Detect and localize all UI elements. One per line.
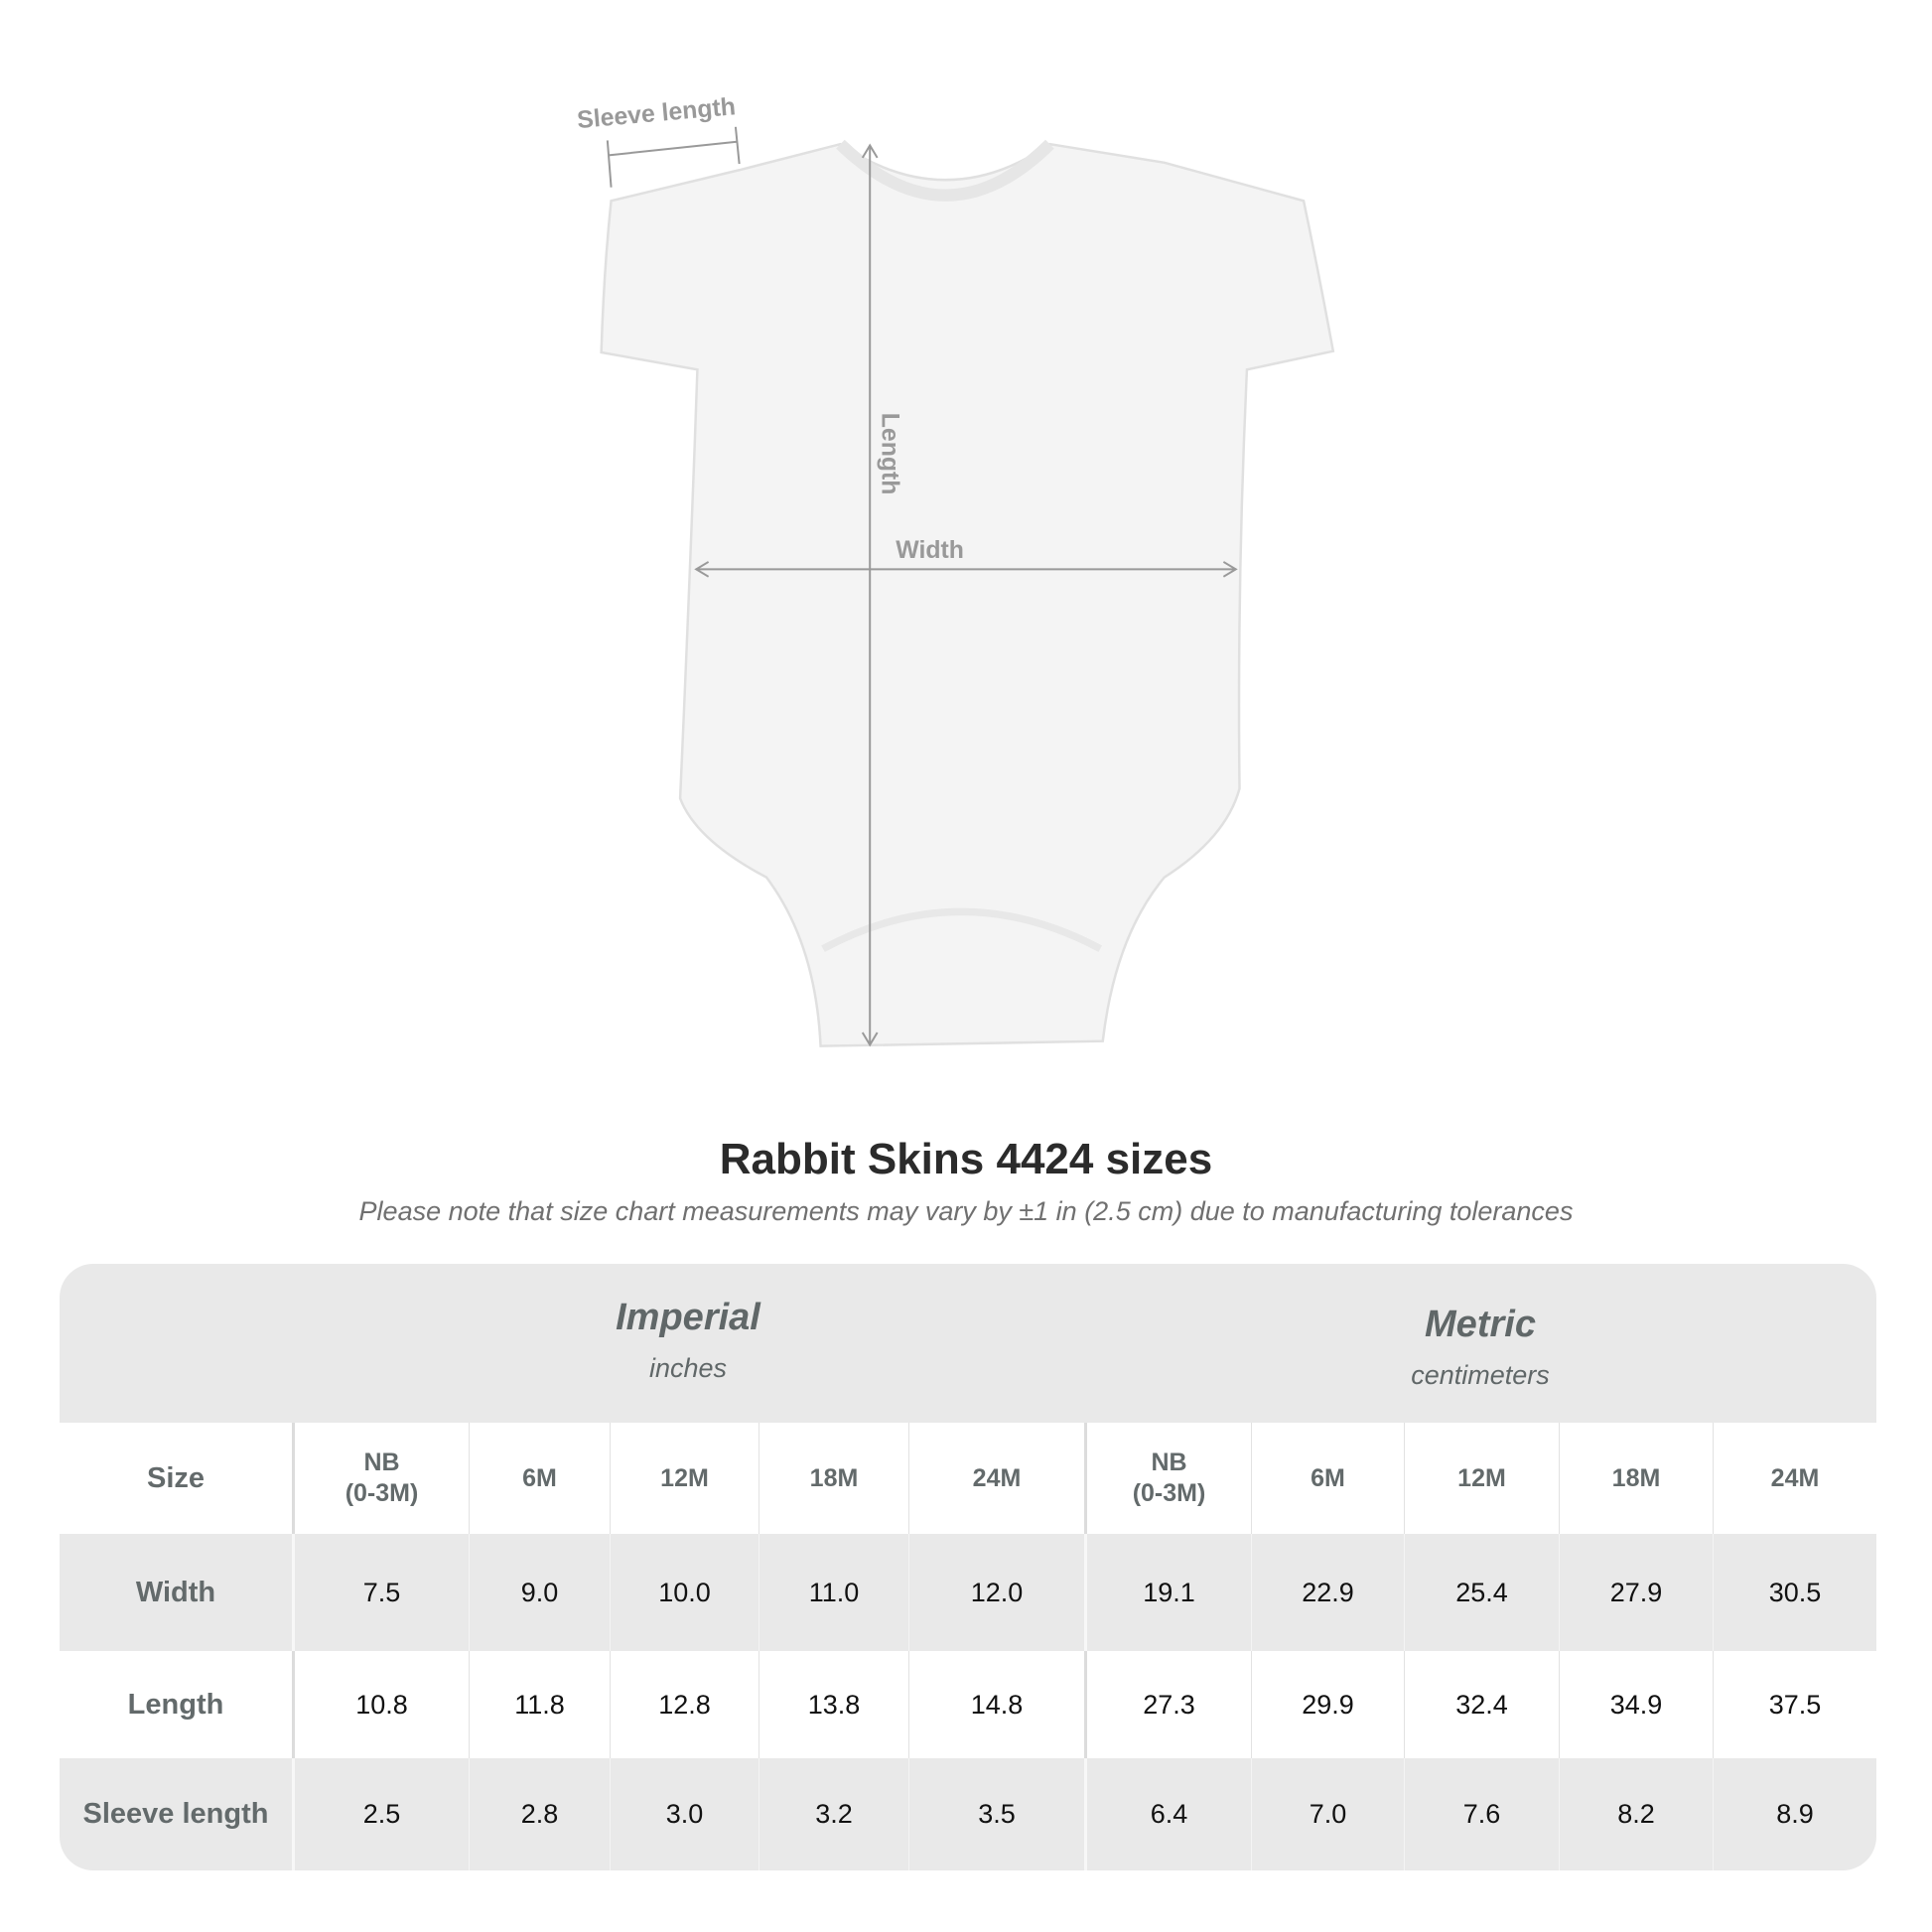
measurement-cell: 9.0 [469, 1534, 610, 1651]
length-arrow-head-top [861, 143, 879, 159]
measurement-cell: 11.8 [469, 1651, 610, 1758]
group-header-band [60, 1264, 1876, 1423]
onesie-illustration [600, 142, 1335, 1047]
measurement-cell: 34.9 [1559, 1651, 1713, 1758]
size-header: Size [146, 1461, 206, 1494]
measurement-cell: 3.2 [759, 1758, 908, 1870]
measurement-cell: 13.8 [759, 1651, 908, 1758]
header-row: Size NB (0-3M) 6M 12M 18M 24M NB (0-3M) 6M 12M 18… [60, 1423, 1876, 1534]
group-imperial: Imperial inches [292, 1297, 1084, 1384]
size-column-header: NB (0-3M) [1084, 1423, 1251, 1534]
sleeve-arrow [608, 140, 738, 157]
table-row: Width 7.5 9.0 10.0 11.0 12.0 19.1 22.9 25.4 27.9 3… [60, 1534, 1876, 1651]
snap-flap [821, 907, 1103, 952]
measurement-cell: 3.5 [908, 1758, 1084, 1870]
measurement-cell: 2.8 [469, 1758, 610, 1870]
measurement-cell: 7.5 [292, 1534, 469, 1651]
measurement-cell: 12.0 [908, 1534, 1084, 1651]
table-row: Length 10.8 11.8 12.8 13.8 14.8 27.3 29.9 32.4 34… [60, 1651, 1876, 1758]
measurement-cell: 27.9 [1559, 1534, 1713, 1651]
measurement-cell: 8.9 [1713, 1758, 1876, 1870]
width-label: Width [896, 537, 964, 564]
width-arrow-head-right [1222, 561, 1238, 578]
row-label: Width [135, 1576, 216, 1608]
group-unit: centimeters [1411, 1360, 1550, 1390]
length-arrow-head-bottom [861, 1032, 879, 1047]
size-column-header: 6M [1251, 1423, 1404, 1534]
measurement-cell: 12.8 [610, 1651, 759, 1758]
measurement-cell: 3.0 [610, 1758, 759, 1870]
measurement-cell: 37.5 [1713, 1651, 1876, 1758]
size-column-header: 12M [1404, 1423, 1559, 1534]
size-column-header: 24M [908, 1423, 1084, 1534]
sleeve-length-label: Sleeve length [576, 93, 737, 134]
size-column-header: 18M [759, 1423, 908, 1534]
table-row: Sleeve length 2.5 2.8 3.0 3.2 3.5 6.4 7.0 7.6 8.2… [60, 1758, 1876, 1870]
sleeve-tick-right [734, 126, 741, 165]
measurement-cell: 6.4 [1084, 1758, 1251, 1870]
measurement-cell: 10.0 [610, 1534, 759, 1651]
measurement-cell: 19.1 [1084, 1534, 1251, 1651]
size-table: Imperial inches Metric centimeters Size N… [60, 1264, 1876, 1870]
measurement-cell: 7.0 [1251, 1758, 1404, 1870]
width-arrow-head-left [694, 561, 710, 578]
measurement-cell: 11.0 [759, 1534, 908, 1651]
measurement-cell: 25.4 [1404, 1534, 1559, 1651]
length-label: Length [877, 413, 903, 495]
size-column-header: NB (0-3M) [292, 1423, 469, 1534]
measurement-cell: 8.2 [1559, 1758, 1713, 1870]
group-metric: Metric centimeters [1084, 1304, 1876, 1391]
measurement-cell: 29.9 [1251, 1651, 1404, 1758]
measurement-cell: 7.6 [1404, 1758, 1559, 1870]
size-column-header: 12M [610, 1423, 759, 1534]
size-column-header: 18M [1559, 1423, 1713, 1534]
measurement-cell: 27.3 [1084, 1651, 1251, 1758]
measurement-cell: 10.8 [292, 1651, 469, 1758]
sleeve-tick-left [606, 140, 613, 188]
row-label: Length [127, 1688, 224, 1721]
group-name: Metric [1425, 1304, 1536, 1345]
group-name: Imperial [616, 1297, 760, 1338]
measurement-cell: 30.5 [1713, 1534, 1876, 1651]
group-unit: inches [648, 1353, 728, 1383]
measurement-cell: 2.5 [292, 1758, 469, 1870]
measurement-cell: 14.8 [908, 1651, 1084, 1758]
measurement-cell: 22.9 [1251, 1534, 1404, 1651]
measurement-cell: 32.4 [1404, 1651, 1559, 1758]
size-column-header: 24M [1713, 1423, 1876, 1534]
tolerance-note: Please note that size chart measurements… [358, 1196, 1574, 1226]
chart-title: Rabbit Skins 4424 sizes [719, 1135, 1213, 1183]
collar [836, 139, 1054, 202]
size-column-header: 6M [469, 1423, 610, 1534]
row-label: Sleeve length [82, 1798, 269, 1830]
